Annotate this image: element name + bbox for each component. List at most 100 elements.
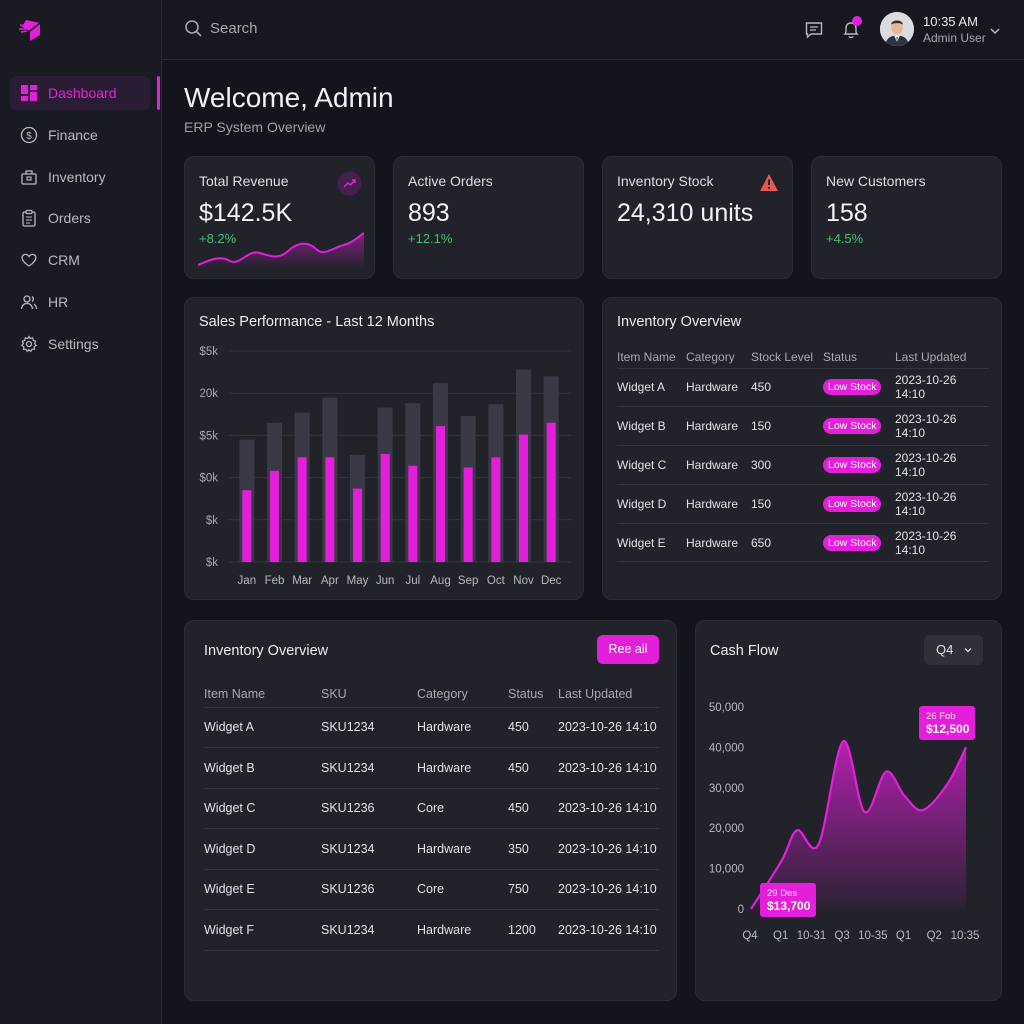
column-header[interactable]: SKU xyxy=(321,686,347,701)
table-cell: SKU1234 xyxy=(321,747,417,788)
y-tick-label: 20,000 xyxy=(709,823,744,835)
heart-icon xyxy=(21,253,37,267)
sidebar-item-finance[interactable]: $ Finance xyxy=(10,118,162,152)
status-badge: Low Stock xyxy=(823,534,882,551)
sidebar-item-label: CRM xyxy=(48,252,80,269)
table-row[interactable]: Widget E SKU1236 Core 750 2023-10-26 14:10 xyxy=(204,868,659,910)
sidebar-item-label: Dashboard xyxy=(48,85,117,101)
cash-flow-line[interactable] xyxy=(750,740,967,910)
table-cell: Low Stock xyxy=(823,406,895,446)
bar-value[interactable] xyxy=(380,453,390,562)
sidebar-item-orders[interactable]: Orders xyxy=(10,201,162,235)
bar-value[interactable] xyxy=(242,490,252,562)
kpi-value: 893 xyxy=(408,199,450,227)
table-row[interactable]: Widget C Hardware 300 Low Stock 2023-10-26 1… xyxy=(617,445,989,485)
column-header[interactable]: Item Name xyxy=(204,686,266,701)
period-select[interactable]: Q4 xyxy=(924,635,983,665)
bar-value[interactable] xyxy=(297,457,307,562)
column-header[interactable]: Item Name xyxy=(617,349,676,364)
sidebar-item-hr[interactable]: HR xyxy=(10,285,162,319)
sidebar-item-label: Inventory xyxy=(48,168,106,185)
table-cell: 1200 xyxy=(508,909,558,951)
table-cell: 350 xyxy=(508,828,558,869)
x-tick-label: May xyxy=(347,575,369,587)
table-cell: Hardware xyxy=(417,909,508,951)
sidebar-item-crm[interactable]: CRM xyxy=(10,243,162,277)
x-tick-label: Jan xyxy=(238,575,257,587)
avatar[interactable] xyxy=(880,12,914,46)
table-cell: Widget B xyxy=(617,406,686,446)
table-cell: Hardware xyxy=(417,747,508,788)
bar-value[interactable] xyxy=(325,457,335,562)
table-cell: 150 xyxy=(751,406,823,446)
inventory-list-card: Inventory Overview Ree all Item Name SKU… xyxy=(184,620,677,1001)
table-cell: Widget E xyxy=(204,868,321,910)
table-row[interactable]: Widget E Hardware 650 Low Stock 2023-10-26 1… xyxy=(617,522,989,563)
y-tick-label: $k xyxy=(206,557,218,569)
table-cell: Low Stock xyxy=(823,522,895,563)
bar-value[interactable] xyxy=(353,488,362,562)
user-avatar-icon xyxy=(880,12,914,46)
y-tick-label: 40,000 xyxy=(709,742,744,754)
bar-value[interactable] xyxy=(519,434,528,562)
table-cell: 450 xyxy=(508,706,558,748)
table-header-row: Item Name Category Stock Level Status La… xyxy=(617,346,989,368)
table-row[interactable]: Widget B SKU1234 Hardware 450 2023-10-26 14:… xyxy=(204,747,659,788)
table-cell: Hardware xyxy=(686,406,751,446)
column-header[interactable]: Category xyxy=(686,349,735,364)
logo-icon[interactable] xyxy=(18,17,44,43)
table-cell: Widget C xyxy=(204,787,321,829)
column-header[interactable]: Stock Level xyxy=(751,349,814,364)
table-row[interactable]: Widget A SKU1234 Hardware 450 2023-10-26 14:… xyxy=(204,706,659,748)
x-tick-label: Q4 xyxy=(742,930,758,942)
bar-value[interactable] xyxy=(436,426,445,562)
column-header[interactable]: Category xyxy=(417,686,468,701)
table-row[interactable]: Widget D Hardware 150 Low Stock 2023-10-26 1… xyxy=(617,483,989,524)
bar-value[interactable] xyxy=(463,467,473,562)
x-tick-label: 10-31 xyxy=(797,930,826,942)
bell-icon[interactable] xyxy=(841,20,861,40)
inventory-list-title: Inventory Overview xyxy=(204,643,329,659)
table-row[interactable]: Widget A Hardware 450 Low Stock 2023-10-26 1… xyxy=(617,367,989,407)
y-tick-label: 50,000 xyxy=(709,702,744,714)
column-header[interactable]: Last Updated xyxy=(558,686,633,701)
see-all-button[interactable]: Ree all xyxy=(597,635,659,664)
chevron-down-icon[interactable] xyxy=(988,24,1002,38)
bar-value[interactable] xyxy=(270,470,279,562)
sidebar-nav: Dashboard $ Finance Inventory Orders CRM… xyxy=(10,76,162,369)
table-cell: 2023-10-26 14:10 xyxy=(558,787,659,829)
table-cell: 2023-10-26 14:10 xyxy=(558,868,659,910)
column-header[interactable]: Status xyxy=(823,349,858,364)
sidebar-item-dashboard[interactable]: Dashboard xyxy=(10,76,160,110)
cash-flow-area xyxy=(751,741,966,909)
x-tick-label: Jul xyxy=(405,575,420,587)
message-icon[interactable] xyxy=(804,20,824,40)
table-row[interactable]: Widget B Hardware 150 Low Stock 2023-10-26 1… xyxy=(617,406,989,446)
search-input[interactable]: Search xyxy=(184,19,258,38)
table-cell: Hardware xyxy=(686,367,751,407)
kpi-delta: +8.2% xyxy=(199,231,237,246)
box-icon xyxy=(21,169,37,185)
table-cell: Low Stock xyxy=(823,445,895,485)
column-header[interactable]: Status xyxy=(508,686,544,701)
column-header[interactable]: Last Updated xyxy=(895,349,967,364)
revenue-sparkline xyxy=(198,232,364,269)
x-tick-label: 10:35 xyxy=(951,930,980,942)
x-tick-label: Oct xyxy=(487,575,506,587)
table-row[interactable]: Widget C SKU1236 Core 450 2023-10-26 14:10 xyxy=(204,787,659,829)
sidebar-item-label: HR xyxy=(48,293,69,310)
bar-value[interactable] xyxy=(408,465,418,562)
notification-badge xyxy=(852,16,862,26)
bar-value[interactable] xyxy=(546,422,556,562)
sidebar-item-inventory[interactable]: Inventory xyxy=(10,160,162,194)
search-icon xyxy=(185,20,202,37)
bar-value[interactable] xyxy=(491,457,501,562)
table-row[interactable]: Widget D SKU1234 Hardware 350 2023-10-26 14:… xyxy=(204,828,659,869)
kpi-title: Active Orders xyxy=(408,173,493,189)
table-cell: Widget C xyxy=(617,445,686,485)
sidebar-item-settings[interactable]: Settings xyxy=(10,327,162,361)
table-cell: 450 xyxy=(508,747,558,788)
table-row[interactable]: Widget F SKU1234 Hardware 1200 2023-10-26 14… xyxy=(204,909,659,951)
sidebar: Dashboard $ Finance Inventory Orders CRM… xyxy=(0,0,162,1024)
x-tick-label: Q3 xyxy=(834,930,849,942)
